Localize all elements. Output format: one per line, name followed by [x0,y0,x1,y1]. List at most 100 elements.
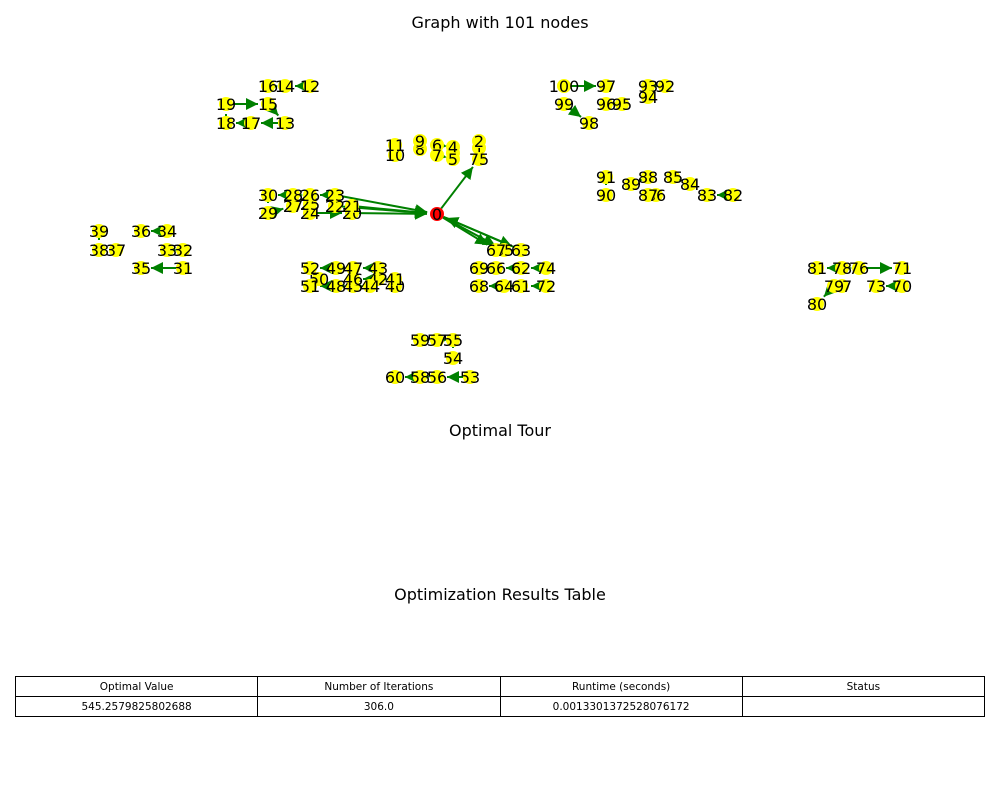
node-label-62: 62 [511,259,531,278]
node-70: 70 [892,277,912,296]
node-label-71: 71 [892,259,912,278]
node-label-32: 32 [173,241,193,260]
node-71: 71 [892,259,912,278]
node-label-72: 72 [536,277,556,296]
node-label-95: 95 [612,95,632,114]
node-marker-34 [160,224,174,238]
node-label-0: 0 [432,205,442,224]
cell-runtime: 0.0013301372528076172 [499,696,743,717]
node-100: 100 [549,77,580,96]
node-78: 78 [832,259,852,278]
node-89: 89 [621,175,641,194]
node-label-48: 48 [326,277,346,296]
node-label-61: 61 [511,277,531,296]
node-label-11: 11 [385,136,405,155]
node-66: 66 [486,259,506,278]
node-label-88: 88 [638,168,658,187]
node-label-9: 9 [415,132,425,151]
node-marker-5 [446,152,460,166]
node-marker-23 [328,188,342,202]
node-label-97: 97 [596,77,616,96]
node-85: 85 [663,168,683,187]
node-marker-51 [303,279,317,293]
node-label-1: 1 [474,139,484,158]
node-44: 44 [360,277,380,296]
node-7: 7 [430,146,444,165]
node-marker-98 [582,116,596,130]
node-label-57: 57 [427,331,447,350]
node-34: 34 [157,222,177,241]
node-label-82: 82 [723,186,743,205]
node-label-94: 94 [638,88,658,107]
node-marker-63 [514,243,528,257]
node-76: 76 [849,259,869,278]
node-marker-4 [446,140,460,154]
node-label-92: 92 [655,77,675,96]
node-marker-26 [303,188,317,202]
node-marker-68 [472,279,486,293]
node-label-49: 49 [326,259,346,278]
node-label-64: 64 [494,277,514,296]
node-marker-9 [413,134,427,148]
node-marker-81 [810,261,824,275]
tour-title: Optimal Tour [449,421,551,440]
node-label-44: 44 [360,277,380,296]
node-label-58: 58 [410,368,430,387]
node-label-89: 89 [621,175,641,194]
edge-29-27 [270,206,284,218]
node-marker-72 [539,279,553,293]
node-55: 55 [443,331,463,350]
node-36: 36 [131,222,151,241]
node-label-4: 4 [448,138,458,157]
node-label-55: 55 [443,331,463,350]
node-label-84: 84 [680,175,700,194]
node-marker-47 [346,261,360,275]
node-label-26: 26 [300,186,320,205]
node-label-46: 46 [343,270,363,289]
node-33: 33 [157,241,177,260]
node-9: 9 [413,132,427,151]
table-header-row: Optimal Value Number of Iterations Runti… [14,676,986,697]
node-79: 79 [824,277,844,296]
node-label-56: 56 [427,368,447,387]
node-label-39: 39 [89,222,109,241]
node-label-93: 93 [638,77,658,96]
node-13: 13 [275,114,295,133]
node-marker-2 [472,134,486,148]
node-label-10: 10 [385,146,405,165]
node-label-79: 79 [824,277,844,296]
node-93: 93 [638,77,658,96]
node-97: 97 [596,77,616,96]
node-marker-36 [134,224,148,238]
node-62: 62 [511,259,531,278]
node-marker-66 [489,261,503,275]
node-marker-41 [388,272,402,286]
node-marker-22 [328,199,342,213]
nodes-layer: 0123456789101112131415161718192021222324… [89,77,912,387]
node-label-98: 98 [579,114,599,133]
node-marker-100 [557,79,571,93]
node-label-63: 63 [511,241,531,260]
node-marker-69 [472,261,486,275]
node-label-33: 33 [157,241,177,260]
node-label-30: 30 [258,186,278,205]
node-label-14: 14 [275,77,295,96]
node-marker-87 [641,188,655,202]
node-marker-79 [827,279,841,293]
node-label-18: 18 [216,114,236,133]
node-marker-27 [286,199,300,213]
node-marker-6 [430,138,444,152]
node-21: 21 [342,197,362,216]
node-label-37: 37 [106,241,126,260]
node-marker-62 [514,261,528,275]
node-48: 48 [326,277,346,296]
node-label-100: 100 [549,77,580,96]
node-marker-61 [514,279,528,293]
node-marker-57 [430,333,444,347]
node-46: 46 [343,270,363,289]
node-marker-16 [261,79,275,93]
node-marker-32 [176,243,190,257]
node-51: 51 [300,277,320,296]
node-marker-76 [852,261,866,275]
node-label-43: 43 [368,259,388,278]
